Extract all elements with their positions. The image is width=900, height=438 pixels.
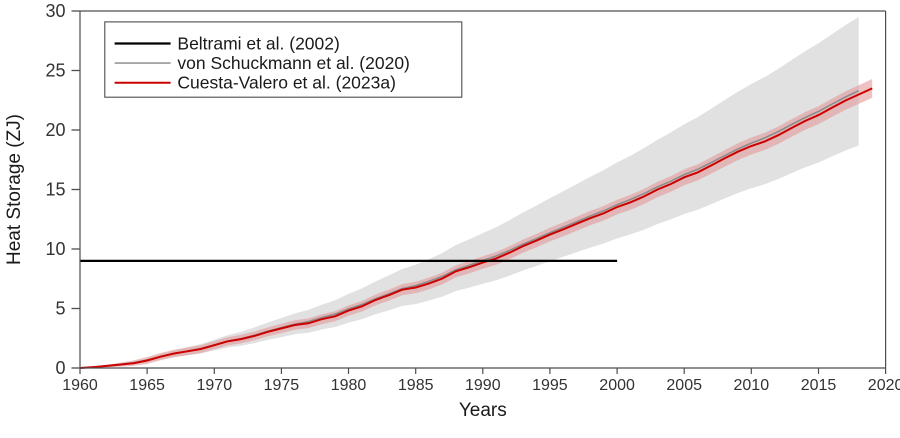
svg-text:Years: Years bbox=[459, 400, 507, 421]
svg-text:1995: 1995 bbox=[532, 377, 568, 394]
svg-text:2000: 2000 bbox=[599, 377, 635, 394]
svg-text:1985: 1985 bbox=[398, 377, 434, 394]
svg-text:1990: 1990 bbox=[465, 377, 501, 394]
svg-text:5: 5 bbox=[55, 299, 65, 319]
svg-text:2015: 2015 bbox=[801, 377, 837, 394]
svg-text:20: 20 bbox=[45, 120, 65, 140]
svg-text:1970: 1970 bbox=[197, 377, 233, 394]
svg-text:von Schuckmann et al. (2020): von Schuckmann et al. (2020) bbox=[177, 53, 410, 73]
svg-text:2010: 2010 bbox=[734, 377, 770, 394]
svg-text:Beltrami et al. (2002): Beltrami et al. (2002) bbox=[177, 34, 339, 54]
svg-text:2005: 2005 bbox=[666, 377, 702, 394]
svg-text:25: 25 bbox=[45, 61, 65, 81]
svg-text:Cuesta-Valero et al. (2023a): Cuesta-Valero et al. (2023a) bbox=[177, 73, 396, 93]
svg-text:0: 0 bbox=[55, 358, 65, 378]
svg-text:30: 30 bbox=[45, 1, 65, 21]
svg-text:1980: 1980 bbox=[331, 377, 367, 394]
svg-text:1965: 1965 bbox=[129, 377, 165, 394]
svg-text:1960: 1960 bbox=[62, 377, 98, 394]
svg-text:15: 15 bbox=[45, 180, 65, 200]
svg-text:10: 10 bbox=[45, 239, 65, 259]
svg-text:Heat Storage (ZJ): Heat Storage (ZJ) bbox=[4, 114, 25, 265]
svg-text:2020: 2020 bbox=[868, 377, 900, 394]
svg-text:1975: 1975 bbox=[264, 377, 300, 394]
